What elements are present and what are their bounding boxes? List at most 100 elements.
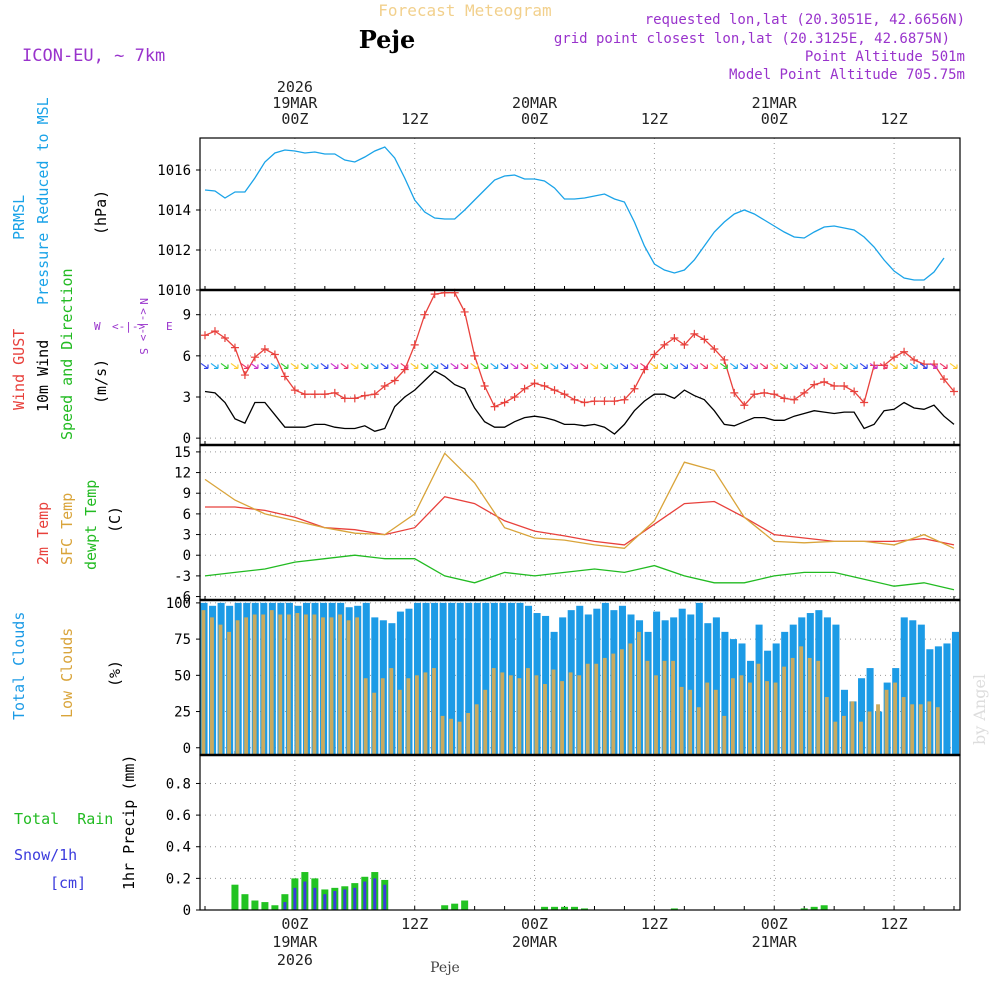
wind-direction-arrow [210, 362, 219, 370]
gust-series-point [240, 371, 249, 380]
low-cloud-bar [679, 686, 684, 755]
snow-bar [283, 902, 287, 910]
y-tick-label: 0.2 [166, 871, 191, 887]
bottom-time-label: 12Z [881, 915, 908, 933]
top-time-label: 00Z [761, 110, 788, 128]
top-time-label: 2026 [277, 78, 313, 96]
snow-bar [383, 884, 387, 910]
rain-bar [541, 906, 549, 910]
gust-series-point [430, 290, 439, 299]
wind-direction-arrow [510, 362, 519, 370]
y-tick-label: 12 [174, 466, 191, 482]
gust-series-point [520, 384, 529, 393]
low-cloud-bar [619, 649, 624, 755]
temp-dewpt-label: dewpt Temp [82, 480, 100, 570]
gust-series-point [550, 386, 559, 395]
gust-series-point [620, 395, 629, 404]
footer-location: Peje [430, 960, 460, 976]
compass-n: N [137, 298, 150, 305]
low-cloud-bar [329, 617, 334, 755]
y-tick-label: 6 [183, 349, 191, 365]
wind-gust-label: Wind GUST [10, 329, 28, 410]
low-cloud-bar [696, 707, 701, 755]
pressure-msl-label: Pressure Reduced to MSL [34, 97, 52, 305]
total-cloud-bar [951, 631, 959, 755]
wind-direction-arrow [889, 362, 898, 370]
wind-direction-arrow [370, 362, 379, 370]
wind-direction-arrow [450, 362, 459, 370]
low-cloud-bar [525, 668, 530, 755]
low-cloud-bar [790, 657, 795, 755]
total-cloud-bar [371, 617, 379, 755]
low-cloud-bar [918, 704, 923, 755]
total-cloud-bar [439, 602, 447, 755]
gust-series-point [370, 390, 379, 399]
pressure-panel-labels: PRMSL Pressure Reduced to MSL (hPa) [10, 97, 110, 305]
low-cloud-bar [474, 704, 479, 755]
top-time-label: 12Z [881, 110, 908, 128]
wind-direction-arrow [420, 362, 429, 370]
wind-direction-arrow [440, 362, 449, 370]
bottom-time-label: 21MAR [752, 933, 798, 951]
bottom-time-label: 12Z [641, 915, 668, 933]
low-cloud-bar [748, 682, 752, 755]
total-cloud-bar [482, 602, 490, 755]
gust-series-point [860, 398, 869, 407]
gust-series-point [710, 344, 719, 353]
rain-bar [261, 902, 269, 910]
y-tick-label: 0 [183, 548, 191, 564]
wind-direction-arrow [680, 362, 688, 370]
y-tick-label: 9 [183, 486, 191, 502]
low-cloud-bar [782, 666, 787, 755]
top-time-label: 12Z [641, 110, 668, 128]
gust-series-point [330, 388, 339, 397]
gust-series-point [770, 390, 779, 399]
wind-direction-arrow [350, 362, 359, 370]
pressure-unit: (hPa) [92, 190, 110, 235]
snow-bar [333, 891, 337, 910]
low-cloud-bar [312, 614, 317, 755]
snow-bar [343, 889, 347, 910]
wind-direction-arrow [550, 362, 559, 370]
gust-series-point [600, 397, 609, 406]
wind-direction-arrow [660, 362, 668, 370]
pressure-series [204, 146, 945, 281]
total-cloud-bar [712, 617, 720, 755]
clouds-unit: (%) [106, 660, 124, 687]
y-tick-label: 6 [183, 507, 191, 523]
low-cloud-bar [543, 684, 547, 755]
y-tick-label: 0 [183, 903, 191, 919]
wind-direction-arrow [699, 362, 708, 370]
low-cloud-bar [261, 614, 266, 755]
total-cloud-bar [943, 643, 951, 755]
gust-series-point [820, 377, 829, 386]
panel-4: 0 0.2 0.4 0.6 0.8 [166, 755, 960, 919]
low-cloud-bar [602, 657, 607, 755]
wind-direction-arrow [749, 362, 758, 370]
rain-bar [800, 908, 808, 910]
low-cloud-bar [628, 643, 633, 755]
wind-direction-arrow [560, 362, 569, 370]
gust-series-point [290, 386, 299, 395]
low-cloud-bar [611, 653, 616, 755]
y-tick-label: 1016 [157, 163, 191, 179]
low-cloud-bar [807, 657, 812, 755]
low-cloud-bar [210, 617, 214, 755]
y-tick-label: 25 [174, 705, 191, 721]
low-cloud-bar [560, 681, 564, 755]
wind-direction-arrow [819, 362, 828, 370]
gust-series-point [510, 392, 519, 401]
low-cloud-bar [269, 610, 274, 755]
low-cloud-bar [730, 678, 735, 755]
gust-series-point [900, 347, 909, 356]
prmsl-label: PRMSL [10, 195, 28, 240]
low-cloud-bar [893, 682, 898, 755]
y-tick-label: 9 [183, 308, 191, 324]
temp-dewpt-series [204, 554, 955, 591]
model-label: ICON-EU, ~ 7km [22, 46, 165, 66]
wind-direction-arrow [929, 362, 938, 370]
total-cloud-bar [823, 617, 831, 755]
wind-direction-arrow [410, 362, 419, 370]
